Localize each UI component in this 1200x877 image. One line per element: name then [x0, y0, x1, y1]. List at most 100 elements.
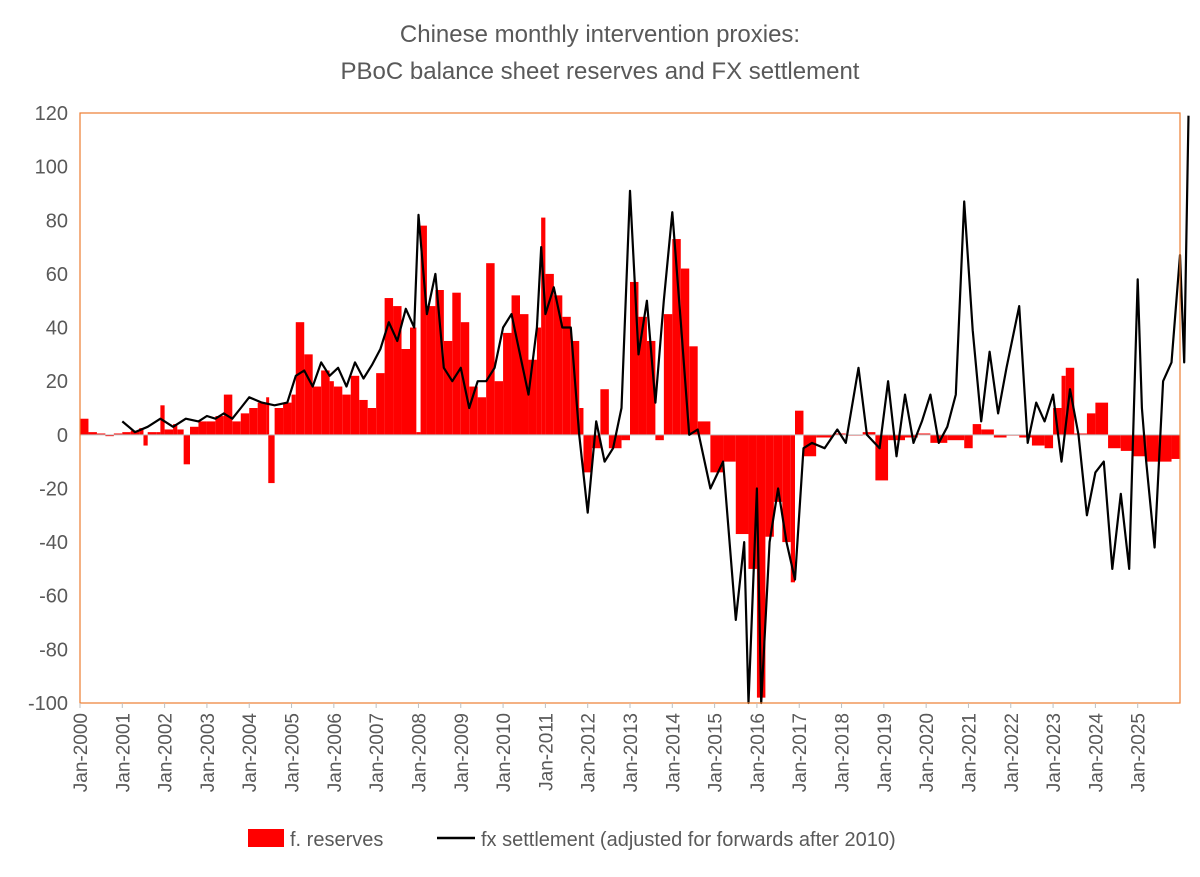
- reserves-bar: [460, 322, 470, 435]
- reserves-bar: [283, 402, 292, 435]
- reserves-bar: [206, 421, 216, 435]
- reserves-bar: [190, 426, 199, 435]
- bars-layer: [80, 217, 1180, 698]
- x-tick-label: Jan-2004: [240, 713, 261, 793]
- reserves-bar: [541, 217, 546, 435]
- x-tick-label: Jan-2005: [283, 713, 304, 792]
- reserves-bar: [486, 263, 495, 435]
- x-tick-label: Jan-2003: [198, 713, 219, 792]
- chart-title-line-2: PBoC balance sheet reserves and FX settl…: [341, 58, 860, 85]
- reserves-bar: [1158, 434, 1172, 462]
- reserves-bar: [80, 418, 89, 435]
- x-tick-label: Jan-2017: [790, 713, 811, 792]
- reserves-bar: [981, 429, 994, 435]
- reserves-bar: [350, 375, 360, 435]
- reserves-bar: [875, 434, 889, 481]
- x-tick-label: Jan-2020: [917, 713, 938, 792]
- reserves-bar: [88, 432, 97, 435]
- reserves-bar: [1146, 434, 1159, 462]
- reserves-bar: [359, 399, 368, 435]
- reserves-bar: [420, 225, 427, 435]
- reserves-bar: [782, 434, 791, 543]
- reserves-bar: [452, 292, 461, 435]
- reserves-bar: [295, 322, 305, 435]
- reserves-bar: [215, 416, 224, 435]
- x-tick-label: Jan-2009: [452, 713, 473, 792]
- reserves-bar: [1171, 434, 1180, 459]
- x-tick-label: Jan-2014: [663, 713, 684, 793]
- reserves-bar: [342, 394, 351, 435]
- reserves-bar: [964, 434, 973, 449]
- x-tick-label: Jan-2022: [1002, 713, 1023, 792]
- x-axis: Jan-2000 Jan-2001 Jan-2002 Jan-2003 Jan-2004…: [71, 703, 1150, 792]
- reserves-bar: [105, 434, 114, 437]
- reserves-bar: [630, 281, 639, 435]
- reserves-bar: [583, 434, 592, 473]
- reserves-bar: [177, 429, 184, 435]
- x-tick-label: Jan-2006: [325, 713, 346, 792]
- legend-label-line: fx settlement (adjusted for forwards aft…: [481, 829, 896, 851]
- reserves-bar: [96, 433, 106, 435]
- y-tick-label: 120: [35, 103, 68, 125]
- reserves-bar: [198, 421, 207, 435]
- x-tick-label: Jan-2010: [494, 713, 515, 792]
- reserves-bar: [735, 434, 749, 535]
- reserves-bar: [232, 421, 241, 435]
- reserves-bar: [528, 359, 537, 435]
- reserves-bar: [329, 381, 334, 435]
- reserves-bar: [621, 434, 630, 441]
- reserves-bar: [773, 434, 783, 502]
- reserves-bar: [756, 434, 766, 698]
- y-tick-label: -20: [39, 478, 68, 500]
- x-tick-label: Jan-2000: [71, 713, 92, 792]
- reserves-bar: [579, 408, 584, 435]
- x-tick-label: Jan-2012: [579, 713, 600, 792]
- y-tick-label: 20: [46, 371, 68, 393]
- reserves-bar: [888, 434, 905, 441]
- reserves-bar: [723, 434, 736, 462]
- reserves-bar: [113, 433, 123, 435]
- reserves-bar: [147, 432, 157, 435]
- x-tick-label: Jan-2016: [748, 713, 769, 792]
- reserves-bar: [312, 386, 322, 435]
- reserves-bar: [1108, 434, 1121, 449]
- reserves-bar: [443, 340, 453, 435]
- reserves-bar: [393, 306, 402, 435]
- y-tick-label: 0: [57, 425, 68, 447]
- x-tick-label: Jan-2015: [706, 713, 727, 792]
- y-tick-label: -80: [39, 639, 68, 661]
- reserves-bar: [249, 408, 258, 435]
- reserves-bar: [1120, 434, 1134, 451]
- y-tick-label: 60: [46, 264, 68, 286]
- reserves-bar: [993, 434, 1007, 438]
- y-tick-label: 100: [35, 157, 68, 179]
- reserves-bar: [333, 386, 343, 435]
- reserves-bar: [139, 428, 144, 435]
- reserves-bar: [435, 290, 444, 435]
- reserves-bar: [917, 433, 931, 435]
- reserves-bar: [503, 332, 512, 435]
- reserves-bar: [1031, 434, 1045, 446]
- x-tick-label: Jan-2024: [1086, 713, 1107, 793]
- reserves-bar: [1095, 402, 1109, 435]
- x-tick-label: Jan-2023: [1044, 713, 1065, 792]
- reserves-bar: [638, 316, 647, 435]
- x-tick-label: Jan-2025: [1129, 713, 1150, 792]
- reserves-bar: [376, 373, 385, 435]
- reserves-bar: [384, 298, 394, 435]
- reserves-bar: [672, 239, 681, 435]
- reserves-bar: [600, 389, 609, 435]
- reserves-bar: [274, 408, 284, 435]
- reserves-bar: [765, 434, 774, 537]
- reserves-bar: [304, 354, 313, 435]
- legend-swatch-bars: [248, 829, 284, 847]
- reserves-bar: [511, 295, 520, 435]
- reserves-bar: [143, 434, 148, 446]
- reserves-bar: [223, 394, 233, 435]
- y-tick-label: 80: [46, 210, 68, 232]
- reserves-bar: [972, 424, 982, 435]
- y-tick-label: 40: [46, 318, 68, 340]
- reserves-bar: [122, 432, 131, 435]
- x-tick-label: Jan-2019: [875, 713, 896, 792]
